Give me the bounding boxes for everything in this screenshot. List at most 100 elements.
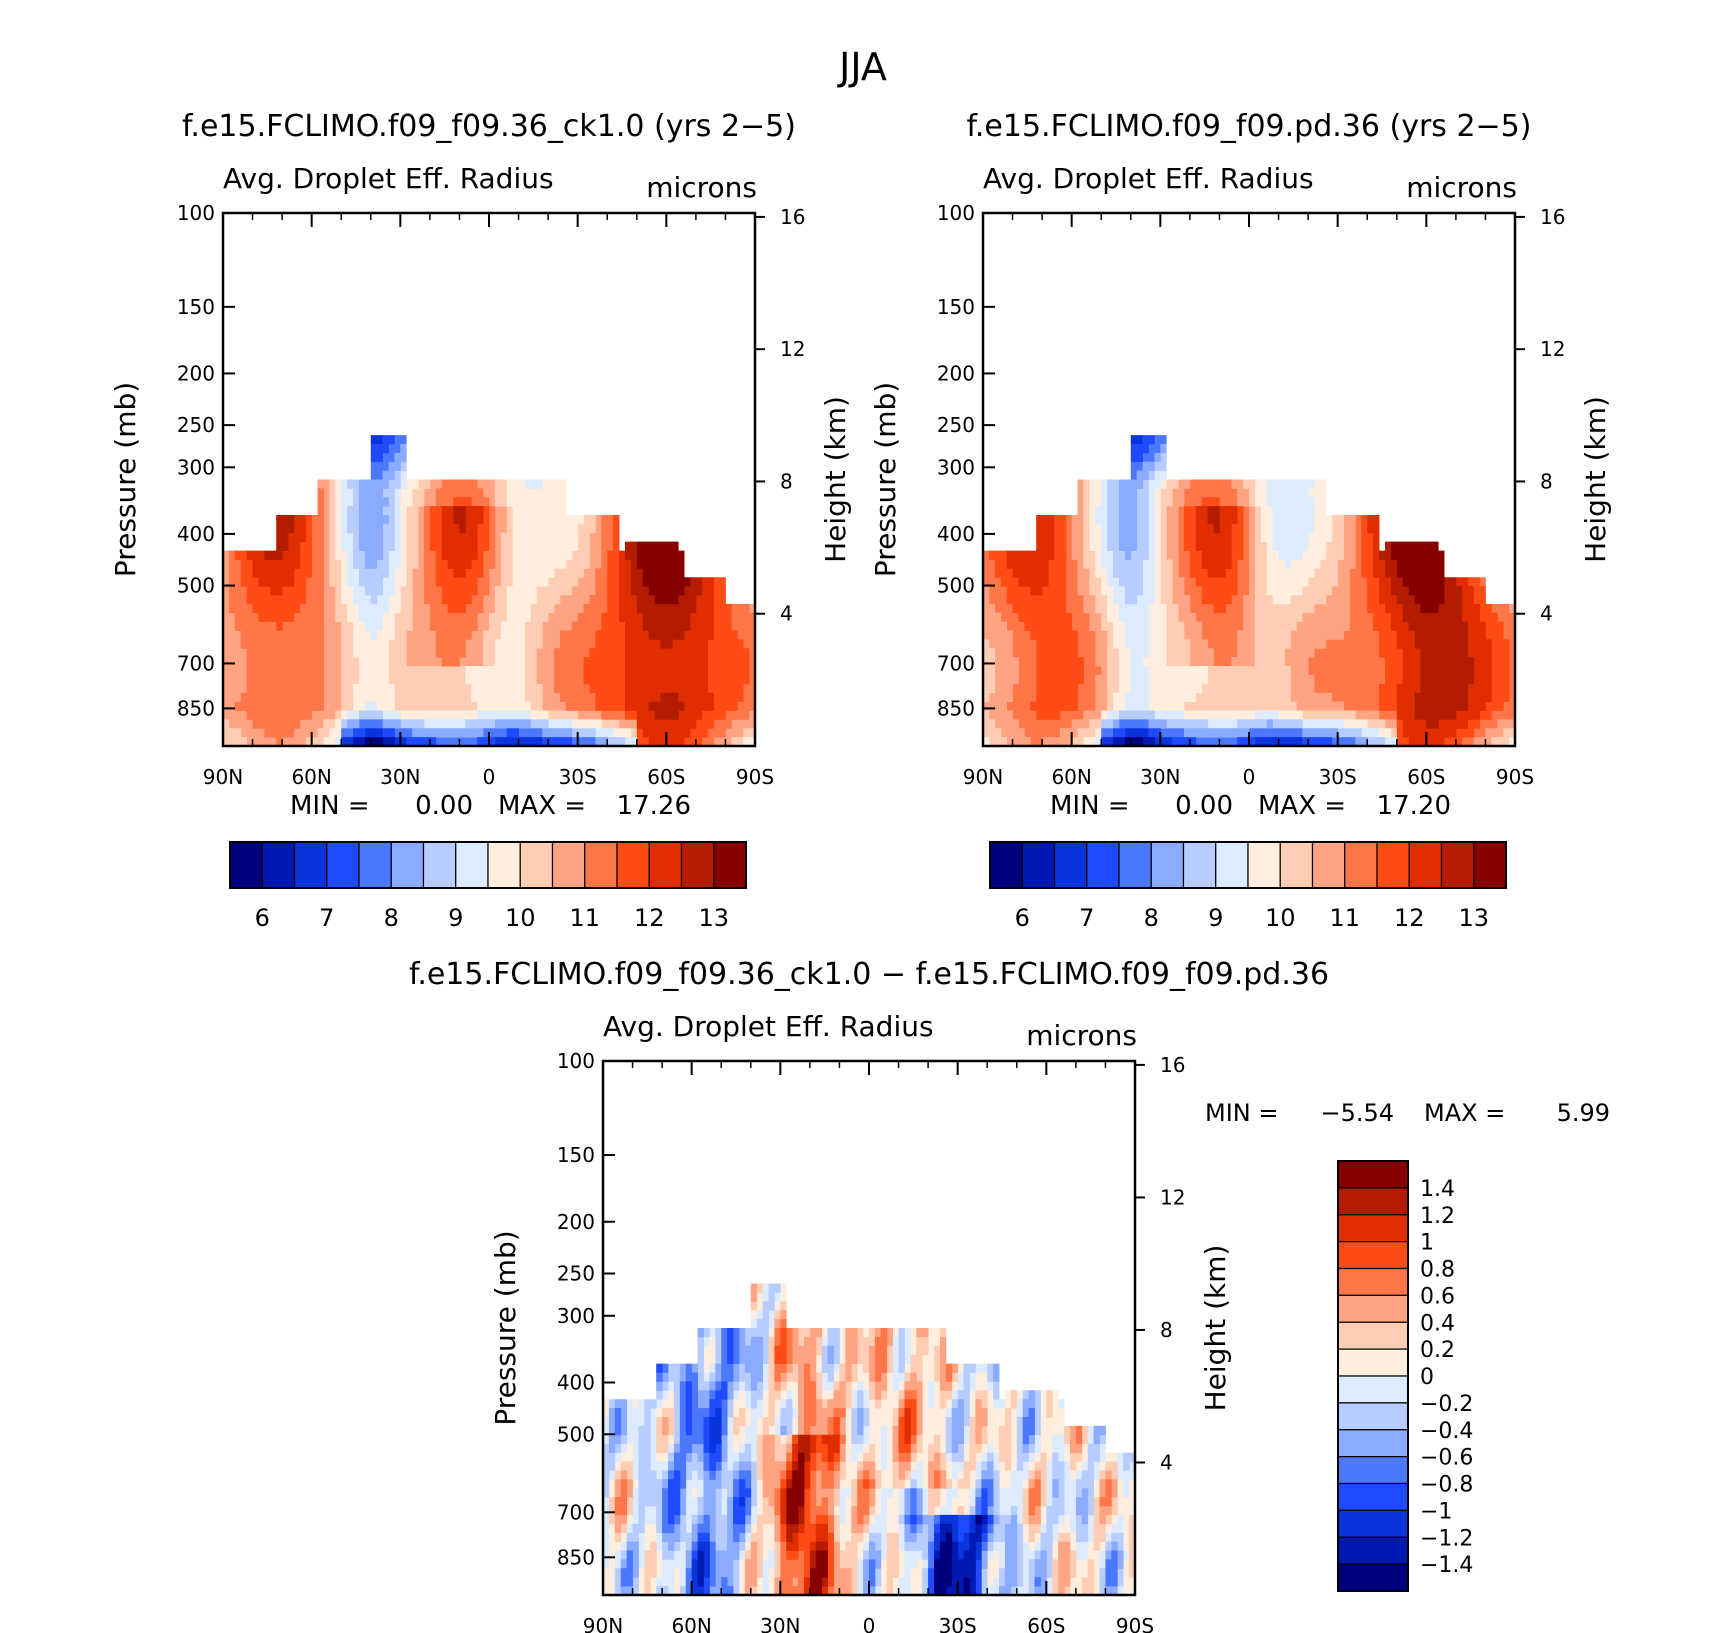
max-value: 17.20 <box>1377 791 1451 821</box>
y-tick-label: 200 <box>177 361 215 385</box>
min-value: 0.00 <box>1175 791 1233 821</box>
y-axis-label: Pressure (mb) <box>109 382 142 577</box>
colorbar-label: −1.4 <box>1420 1553 1473 1578</box>
y2-tick-label: 16 <box>780 205 805 229</box>
colorbar-box <box>1215 841 1249 889</box>
colorbar-box <box>422 841 457 889</box>
x-tick-label: 0 <box>483 765 496 789</box>
units-label: microns <box>1406 171 1517 204</box>
colorbar-box <box>261 841 296 889</box>
max-value: 5.99 <box>1557 1099 1610 1127</box>
colorbar-box <box>1086 841 1120 889</box>
colorbar-box <box>1337 1509 1409 1538</box>
x-tick-label: 60S <box>1027 1614 1065 1633</box>
y-tick-label: 100 <box>557 1049 595 1073</box>
y-tick-label: 400 <box>177 522 215 546</box>
colorbar-box <box>1150 841 1185 889</box>
colorbar-box <box>1473 841 1507 889</box>
x-tick-label: 90S <box>1496 765 1534 789</box>
y2-tick-label: 4 <box>1540 602 1553 626</box>
x-tick-label: 30S <box>559 765 597 789</box>
colorbar-box <box>1337 1375 1409 1404</box>
colorbar-box <box>1337 1267 1409 1296</box>
colorbar-box <box>1053 841 1088 889</box>
heatmap-fill <box>323 479 756 747</box>
heatmap-fill <box>780 1408 911 1596</box>
colorbar-label: 8 <box>1144 904 1159 932</box>
y2-tick-label: 16 <box>1540 205 1565 229</box>
heatmap-fill <box>341 461 626 747</box>
colorbar-label: 0.4 <box>1420 1311 1455 1336</box>
colorbar-label: 7 <box>319 904 334 932</box>
colorbar-box <box>584 841 618 889</box>
colorbar-box <box>1408 841 1443 889</box>
colorbar-box <box>326 841 360 889</box>
y-tick-label: 300 <box>557 1304 595 1328</box>
y-tick-label: 850 <box>177 696 215 720</box>
x-tick-label: 90S <box>1116 1614 1154 1633</box>
colorbar-box <box>1279 841 1314 889</box>
y-tick-label: 150 <box>557 1143 595 1167</box>
colorbar-label: 12 <box>634 904 665 932</box>
x-tick-label: 60N <box>1051 765 1091 789</box>
heatmap-fill <box>1207 506 1475 729</box>
x-tick-label: 60S <box>1407 765 1445 789</box>
colorbar-label: 1.2 <box>1420 1204 1455 1229</box>
heatmap-fill <box>934 1514 982 1596</box>
y-tick-label: 250 <box>937 413 975 437</box>
heatmap-fill <box>223 479 756 747</box>
heatmap-fill <box>1006 506 1492 747</box>
heatmap-fill <box>983 479 1516 747</box>
y-tick-label: 250 <box>177 413 215 437</box>
colorbar-label: 11 <box>1329 904 1360 932</box>
colorbar-box <box>358 841 392 889</box>
x-tick-label: 60N <box>291 765 331 789</box>
heatmap-fill <box>983 479 1516 747</box>
colorbar-label: 9 <box>1208 904 1223 932</box>
colorbar-box <box>1337 1456 1409 1485</box>
panel-control: f.e15.FCLIMO.f09_f09.36_ck1.0 (yrs 2−5) A… <box>109 109 852 932</box>
panel-difference: f.e15.FCLIMO.f09_f09.36_ck1.0 − f.e15.FC… <box>409 957 1610 1633</box>
heatmap-fill <box>786 1434 829 1587</box>
colorbar-box <box>1344 841 1378 889</box>
colorbar-label: 1.4 <box>1420 1177 1455 1202</box>
y-tick-label: 200 <box>937 361 975 385</box>
colorbar-label: 0.2 <box>1420 1338 1455 1363</box>
y-tick-label: 300 <box>177 455 215 479</box>
max-label: MAX = <box>1258 791 1346 821</box>
colorbar-box <box>1247 841 1281 889</box>
y-tick-label: 150 <box>177 295 215 319</box>
colorbar-box <box>1440 841 1475 889</box>
x-tick-label: 90N <box>583 1614 623 1633</box>
y-axis-label: Pressure (mb) <box>489 1230 522 1425</box>
panel-subtitle: Avg. Droplet Eff. Radius <box>223 162 554 195</box>
heatmap-fill <box>364 737 383 747</box>
x-tick-label: 30N <box>380 765 420 789</box>
colorbar-label: 7 <box>1079 904 1094 932</box>
colorbar-label: 9 <box>448 904 463 932</box>
heatmap-fill <box>603 1283 1136 1596</box>
colorbar-box <box>1337 1402 1409 1431</box>
y2-tick-label: 12 <box>1160 1185 1185 1209</box>
colorbar-box <box>1337 1429 1409 1458</box>
max-label: MAX = <box>498 791 586 821</box>
colorbar-box <box>1376 841 1410 889</box>
colorbar-label: 8 <box>384 904 399 932</box>
heatmap-fill <box>234 497 750 747</box>
y-tick-label: 100 <box>177 201 215 225</box>
x-tick-label: 60N <box>671 1614 711 1633</box>
colorbar-box <box>519 841 554 889</box>
y-tick-label: 400 <box>937 522 975 546</box>
y-tick-label: 300 <box>937 455 975 479</box>
y-tick-label: 250 <box>557 1262 595 1286</box>
max-label: MAX = <box>1424 1099 1505 1127</box>
page-title: JJA <box>837 45 887 89</box>
colorbar-box <box>989 841 1023 889</box>
y-axis-label: Pressure (mb) <box>869 382 902 577</box>
colorbar-box <box>1021 841 1056 889</box>
colorbar-box <box>1337 1214 1409 1243</box>
y2-tick-label: 8 <box>1160 1318 1173 1342</box>
heatmap-fill <box>1113 443 1368 747</box>
heatmap-fill <box>691 1408 988 1596</box>
